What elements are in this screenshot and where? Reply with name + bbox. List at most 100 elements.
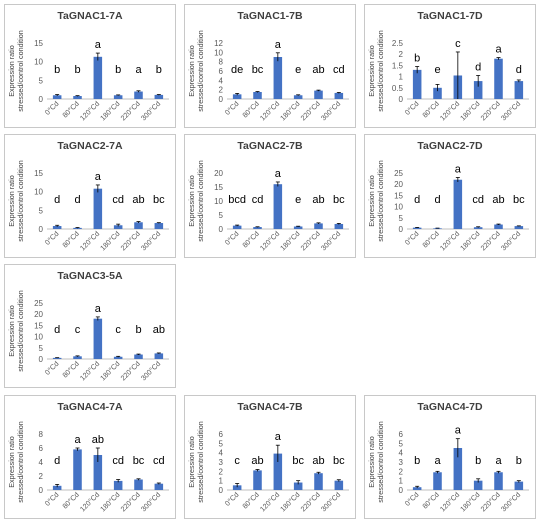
bar	[113, 356, 123, 359]
x-tick-label: 180°Cd	[278, 490, 301, 513]
x-tick-label: 300°Cd	[499, 99, 522, 122]
y-axis-label: Expression ratio	[187, 45, 196, 97]
significance-letter: a	[495, 455, 502, 467]
bar	[93, 56, 103, 99]
significance-letter: cd	[112, 455, 124, 467]
y-tick-label: 15	[34, 39, 43, 48]
x-tick-label: 0°Cd	[403, 490, 421, 508]
x-tick-label: 180°Cd	[98, 490, 121, 513]
bar	[232, 485, 242, 490]
y-tick-label: 25	[34, 299, 43, 308]
bar	[433, 228, 442, 229]
y-tick-label: 20	[214, 169, 223, 178]
bar	[412, 69, 422, 99]
x-tick-label: 220°Cd	[299, 229, 322, 252]
bar	[154, 223, 164, 229]
significance-letter: bc	[333, 455, 345, 467]
y-tick-label: 0	[219, 95, 224, 104]
significance-letter: ab	[251, 455, 263, 467]
significance-letter: a	[455, 163, 462, 175]
x-tick-label: 220°Cd	[299, 99, 322, 122]
chart-title: TaGNAC1-7A	[57, 10, 123, 22]
significance-letter: de	[231, 64, 243, 76]
y-axis-label: stressed/control condition	[376, 160, 385, 242]
y-tick-label: 0	[399, 225, 404, 234]
y-tick-label: 6	[219, 67, 224, 76]
x-tick-label: 0°Cd	[43, 229, 61, 247]
x-tick-label: 220°Cd	[119, 229, 142, 252]
significance-letter: cd	[252, 194, 264, 206]
bar	[73, 96, 82, 99]
significance-letter: d	[475, 61, 481, 73]
bar	[473, 480, 483, 490]
significance-letter: e	[434, 64, 440, 76]
y-tick-label: 6	[399, 430, 404, 439]
significance-letter: bc	[252, 64, 264, 76]
y-tick-label: 15	[214, 183, 223, 192]
chart-panel-tagnac2-7d: TaGNAC2-7D Expression ratio stressed/contr…	[364, 134, 536, 258]
bar	[154, 94, 164, 99]
y-tick-label: 0	[399, 95, 404, 104]
y-tick-label: 5	[399, 214, 404, 223]
y-tick-label: 12	[214, 39, 223, 48]
y-tick-label: 4	[39, 458, 44, 467]
x-tick-label: 0°Cd	[43, 490, 61, 508]
y-tick-label: 15	[34, 321, 43, 330]
bar	[113, 95, 123, 99]
bar	[453, 179, 463, 229]
y-axis-label: stressed/control condition	[16, 160, 25, 242]
x-tick-label: 180°Cd	[98, 359, 121, 382]
y-tick-label: 10	[214, 197, 223, 206]
significance-letter: a	[275, 168, 282, 180]
y-axis-label: Expression ratio	[367, 175, 376, 227]
x-tick-label: 180°Cd	[278, 229, 301, 252]
y-axis-label: stressed/control condition	[196, 30, 205, 112]
y-tick-label: 8	[219, 58, 224, 67]
bar	[293, 95, 303, 99]
significance-letter: b	[135, 324, 141, 336]
significance-letter: cd	[472, 194, 484, 206]
y-tick-label: 15	[394, 191, 403, 200]
chart-title: TaGNAC4-7D	[417, 401, 483, 413]
y-axis-label: stressed/control condition	[196, 160, 205, 242]
significance-letter: a	[135, 64, 142, 76]
y-tick-label: 5	[219, 439, 224, 448]
bar-chart: TaGNAC2-7A Expression ratio stressed/contr…	[7, 140, 169, 252]
y-axis-label: stressed/control condition	[376, 30, 385, 112]
y-tick-label: 2	[39, 472, 44, 481]
bar	[473, 227, 483, 229]
significance-letter: ab	[153, 324, 165, 336]
bar-chart: TaGNAC4-7D Expression ratio stressed/contr…	[367, 401, 529, 513]
bar	[93, 318, 103, 359]
bar	[473, 81, 483, 99]
significance-letter: b	[156, 64, 162, 76]
y-tick-label: 5	[39, 344, 44, 353]
y-tick-label: 0	[39, 355, 44, 364]
bar	[134, 354, 143, 359]
significance-letter: c	[234, 455, 240, 467]
x-tick-label: 120°Cd	[78, 229, 101, 252]
bar	[273, 57, 283, 99]
bar	[293, 482, 303, 490]
significance-letter: a	[275, 431, 282, 443]
significance-letter: e	[295, 64, 301, 76]
x-tick-label: 220°Cd	[479, 490, 502, 513]
y-axis-label: Expression ratio	[187, 436, 196, 488]
bar	[433, 87, 442, 99]
y-tick-label: 5	[399, 439, 404, 448]
bar	[514, 81, 524, 99]
bar	[314, 223, 323, 229]
x-tick-label: 300°Cd	[139, 490, 162, 513]
y-axis-label: stressed/control condition	[16, 290, 25, 372]
bar	[73, 227, 82, 229]
bar-chart: TaGNAC4-7B Expression ratio stressed/contr…	[187, 401, 349, 513]
bar	[273, 453, 283, 490]
y-tick-label: 2	[399, 50, 404, 59]
chart-panel-tagnac2-7b: TaGNAC2-7B Expression ratio stressed/contr…	[184, 134, 356, 258]
bar-chart: TaGNAC3-5A Expression ratio stressed/contr…	[7, 270, 169, 382]
significance-letter: bc	[153, 194, 165, 206]
bar	[113, 225, 123, 229]
x-tick-label: 300°Cd	[319, 229, 342, 252]
significance-letter: ab	[92, 434, 104, 446]
significance-letter: d	[54, 194, 60, 206]
